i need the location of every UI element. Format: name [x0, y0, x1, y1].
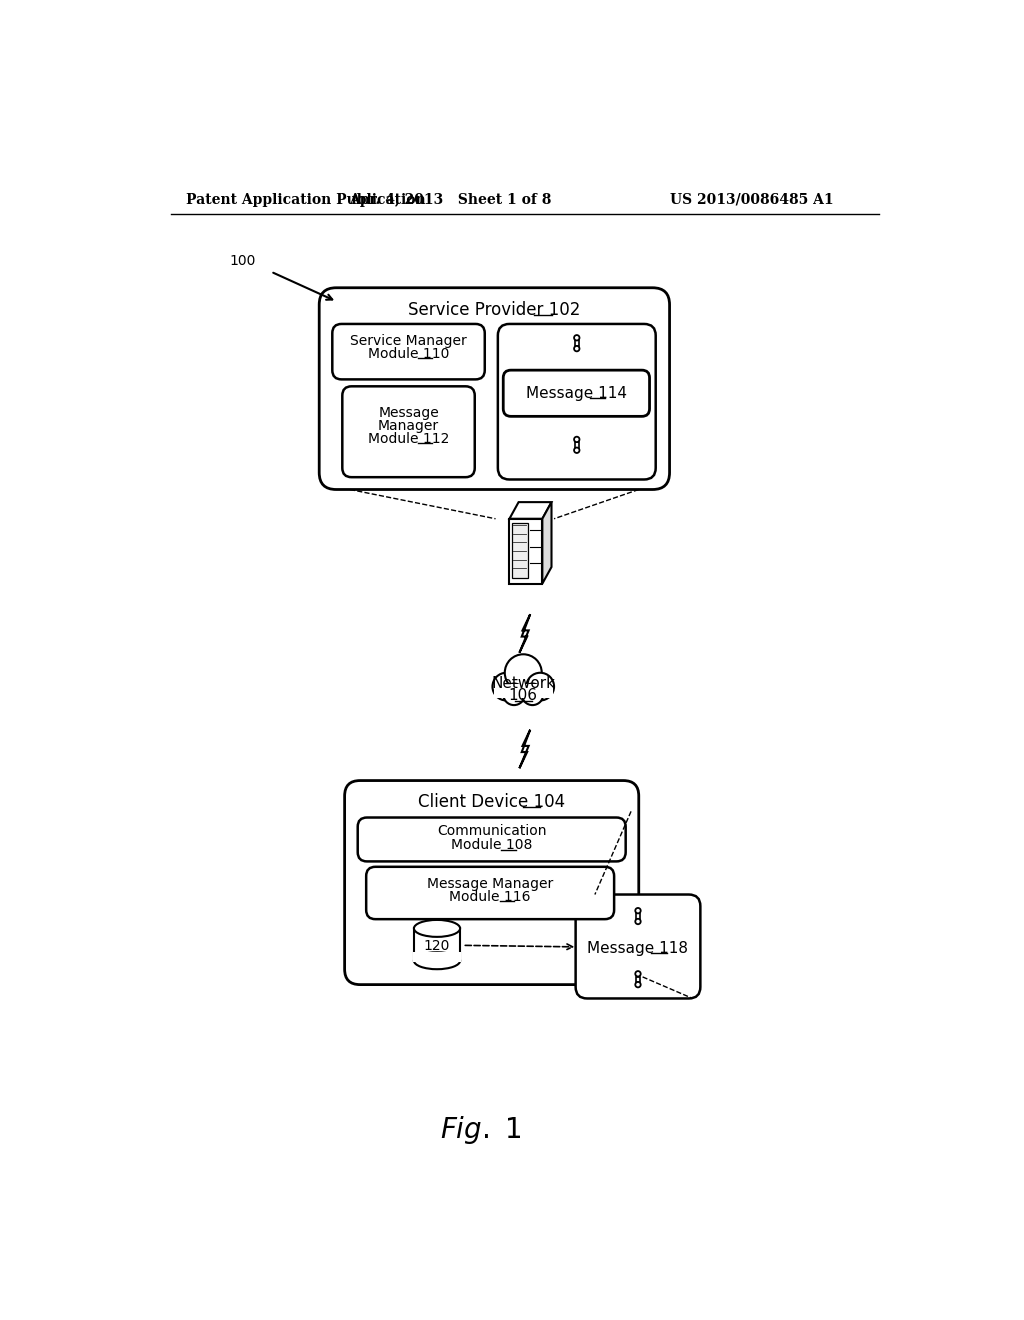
Text: Communication: Communication: [437, 825, 547, 838]
Circle shape: [635, 908, 641, 913]
Text: Manager: Manager: [378, 418, 439, 433]
Bar: [636, 977, 640, 982]
Text: Service Manager: Service Manager: [350, 334, 467, 348]
Polygon shape: [543, 502, 552, 583]
Bar: [414, 928, 460, 961]
FancyBboxPatch shape: [345, 780, 639, 985]
Bar: [512, 523, 527, 578]
Polygon shape: [509, 519, 543, 583]
Text: Module 116: Module 116: [450, 890, 530, 904]
Bar: [574, 341, 579, 346]
Text: 120: 120: [424, 939, 451, 953]
FancyBboxPatch shape: [357, 817, 626, 862]
Circle shape: [635, 972, 641, 977]
Text: Message: Message: [378, 405, 439, 420]
Polygon shape: [519, 730, 530, 768]
Text: Message 114: Message 114: [526, 385, 627, 401]
Ellipse shape: [414, 920, 460, 937]
FancyBboxPatch shape: [575, 895, 700, 998]
FancyBboxPatch shape: [503, 370, 649, 416]
Bar: [494, 684, 553, 698]
Ellipse shape: [414, 952, 460, 969]
Text: 106: 106: [509, 688, 538, 704]
Text: 100: 100: [229, 253, 255, 268]
Text: Message 118: Message 118: [588, 941, 688, 956]
Circle shape: [635, 982, 641, 987]
Circle shape: [635, 919, 641, 924]
Polygon shape: [509, 502, 552, 519]
Text: Message Manager: Message Manager: [427, 876, 553, 891]
Text: Module 112: Module 112: [368, 432, 450, 446]
Text: $\mathit{Fig.\ 1}$: $\mathit{Fig.\ 1}$: [440, 1114, 521, 1146]
Circle shape: [574, 437, 580, 442]
Bar: [636, 913, 640, 919]
Circle shape: [505, 655, 542, 692]
Circle shape: [493, 673, 520, 701]
FancyBboxPatch shape: [498, 323, 655, 479]
Text: Apr. 4, 2013   Sheet 1 of 8: Apr. 4, 2013 Sheet 1 of 8: [349, 193, 551, 207]
Circle shape: [574, 447, 580, 453]
FancyBboxPatch shape: [333, 323, 484, 379]
Circle shape: [526, 673, 554, 701]
Circle shape: [503, 684, 524, 705]
FancyBboxPatch shape: [342, 387, 475, 478]
Text: US 2013/0086485 A1: US 2013/0086485 A1: [670, 193, 834, 207]
Bar: [489, 677, 557, 708]
Bar: [413, 952, 461, 961]
Text: Patent Application Publication: Patent Application Publication: [186, 193, 426, 207]
FancyBboxPatch shape: [319, 288, 670, 490]
Text: Client Device 104: Client Device 104: [418, 793, 565, 810]
Text: Service Provider 102: Service Provider 102: [409, 301, 581, 319]
Circle shape: [574, 335, 580, 341]
Circle shape: [574, 346, 580, 351]
Bar: [574, 442, 579, 447]
Polygon shape: [519, 614, 530, 653]
Circle shape: [521, 684, 544, 705]
Text: Module 110: Module 110: [368, 347, 450, 360]
FancyBboxPatch shape: [367, 867, 614, 919]
Text: Network: Network: [492, 676, 555, 692]
Text: Module 108: Module 108: [451, 838, 532, 853]
